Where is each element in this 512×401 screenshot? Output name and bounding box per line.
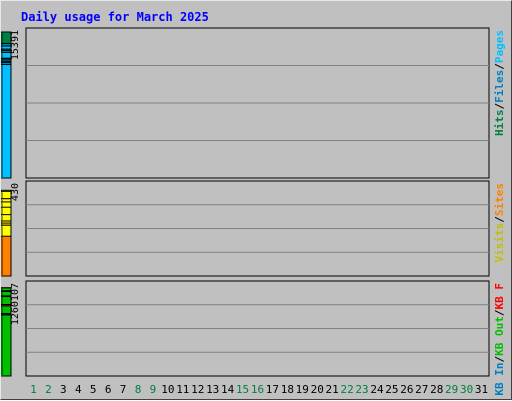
x-tick-label: 31 — [475, 383, 488, 396]
x-tick-label: 5 — [90, 383, 97, 396]
bar-shade — [1, 315, 3, 376]
bar-pages-day-31 — [1, 64, 12, 179]
legend-entry: Sites — [493, 183, 506, 216]
legend-entry: Pages — [493, 30, 506, 63]
x-tick-label: 13 — [206, 383, 219, 396]
x-tick-label: 9 — [150, 383, 157, 396]
legend-entry: / — [493, 63, 506, 70]
x-tick-label: 1 — [30, 383, 37, 396]
legend-entry: Files — [493, 70, 506, 103]
x-tick-label: 12 — [191, 383, 204, 396]
legend-entry: Visits — [493, 223, 506, 263]
x-tick-label: 20 — [311, 383, 324, 396]
x-tick-label: 15 — [236, 383, 249, 396]
x-tick-label: 4 — [75, 383, 82, 396]
x-tick-label: 23 — [355, 383, 368, 396]
x-tick-label: 25 — [385, 383, 398, 396]
x-tick-label: 14 — [221, 383, 235, 396]
legend-entry: KB Out — [493, 316, 506, 356]
x-tick-label: 28 — [430, 383, 443, 396]
panel-top-legend: Hits/Files/Pages — [493, 30, 506, 136]
legend-entry: / — [493, 216, 506, 223]
bar-shade — [1, 65, 3, 178]
panel-middle-max-label: 430 — [10, 183, 21, 201]
x-tick-label: 8 — [135, 383, 142, 396]
chart-title: Daily usage for March 2025 — [21, 10, 209, 24]
x-tick-label: 19 — [296, 383, 309, 396]
x-tick-label: 26 — [400, 383, 413, 396]
panel-top-max-label: 15391 — [10, 30, 21, 60]
panel-bottom-legend: KB In/KB Out/KB F — [493, 283, 506, 396]
x-tick-label: 21 — [326, 383, 339, 396]
legend-entry: / — [493, 309, 506, 316]
x-tick-label: 10 — [161, 383, 174, 396]
x-tick-label: 29 — [445, 383, 458, 396]
x-tick-label: 18 — [281, 383, 294, 396]
x-tick-label: 3 — [60, 383, 67, 396]
legend-entry: KB F — [493, 283, 506, 310]
x-tick-label: 2 — [45, 383, 52, 396]
x-tick-label: 27 — [415, 383, 428, 396]
x-tick-label: 17 — [266, 383, 279, 396]
legend-entry: / — [493, 103, 506, 110]
x-tick-label: 24 — [370, 383, 384, 396]
x-tick-label: 7 — [120, 383, 127, 396]
bar-shade — [1, 237, 3, 276]
x-tick-label: 11 — [176, 383, 189, 396]
x-tick-label: 22 — [340, 383, 353, 396]
bar-kb-out-day-31 — [1, 314, 12, 377]
x-tick-label: 6 — [105, 383, 112, 396]
legend-entry: KB In — [493, 363, 506, 396]
legend-entry: Hits — [493, 110, 506, 137]
panel-bottom-max-label: 1260107 — [10, 283, 21, 325]
x-tick-label: 16 — [251, 383, 264, 396]
panel-middle-legend: Visits/Sites — [493, 183, 506, 263]
bar-sites-day-31 — [1, 235, 12, 277]
legend-entry: / — [493, 356, 506, 363]
x-tick-label: 30 — [460, 383, 473, 396]
